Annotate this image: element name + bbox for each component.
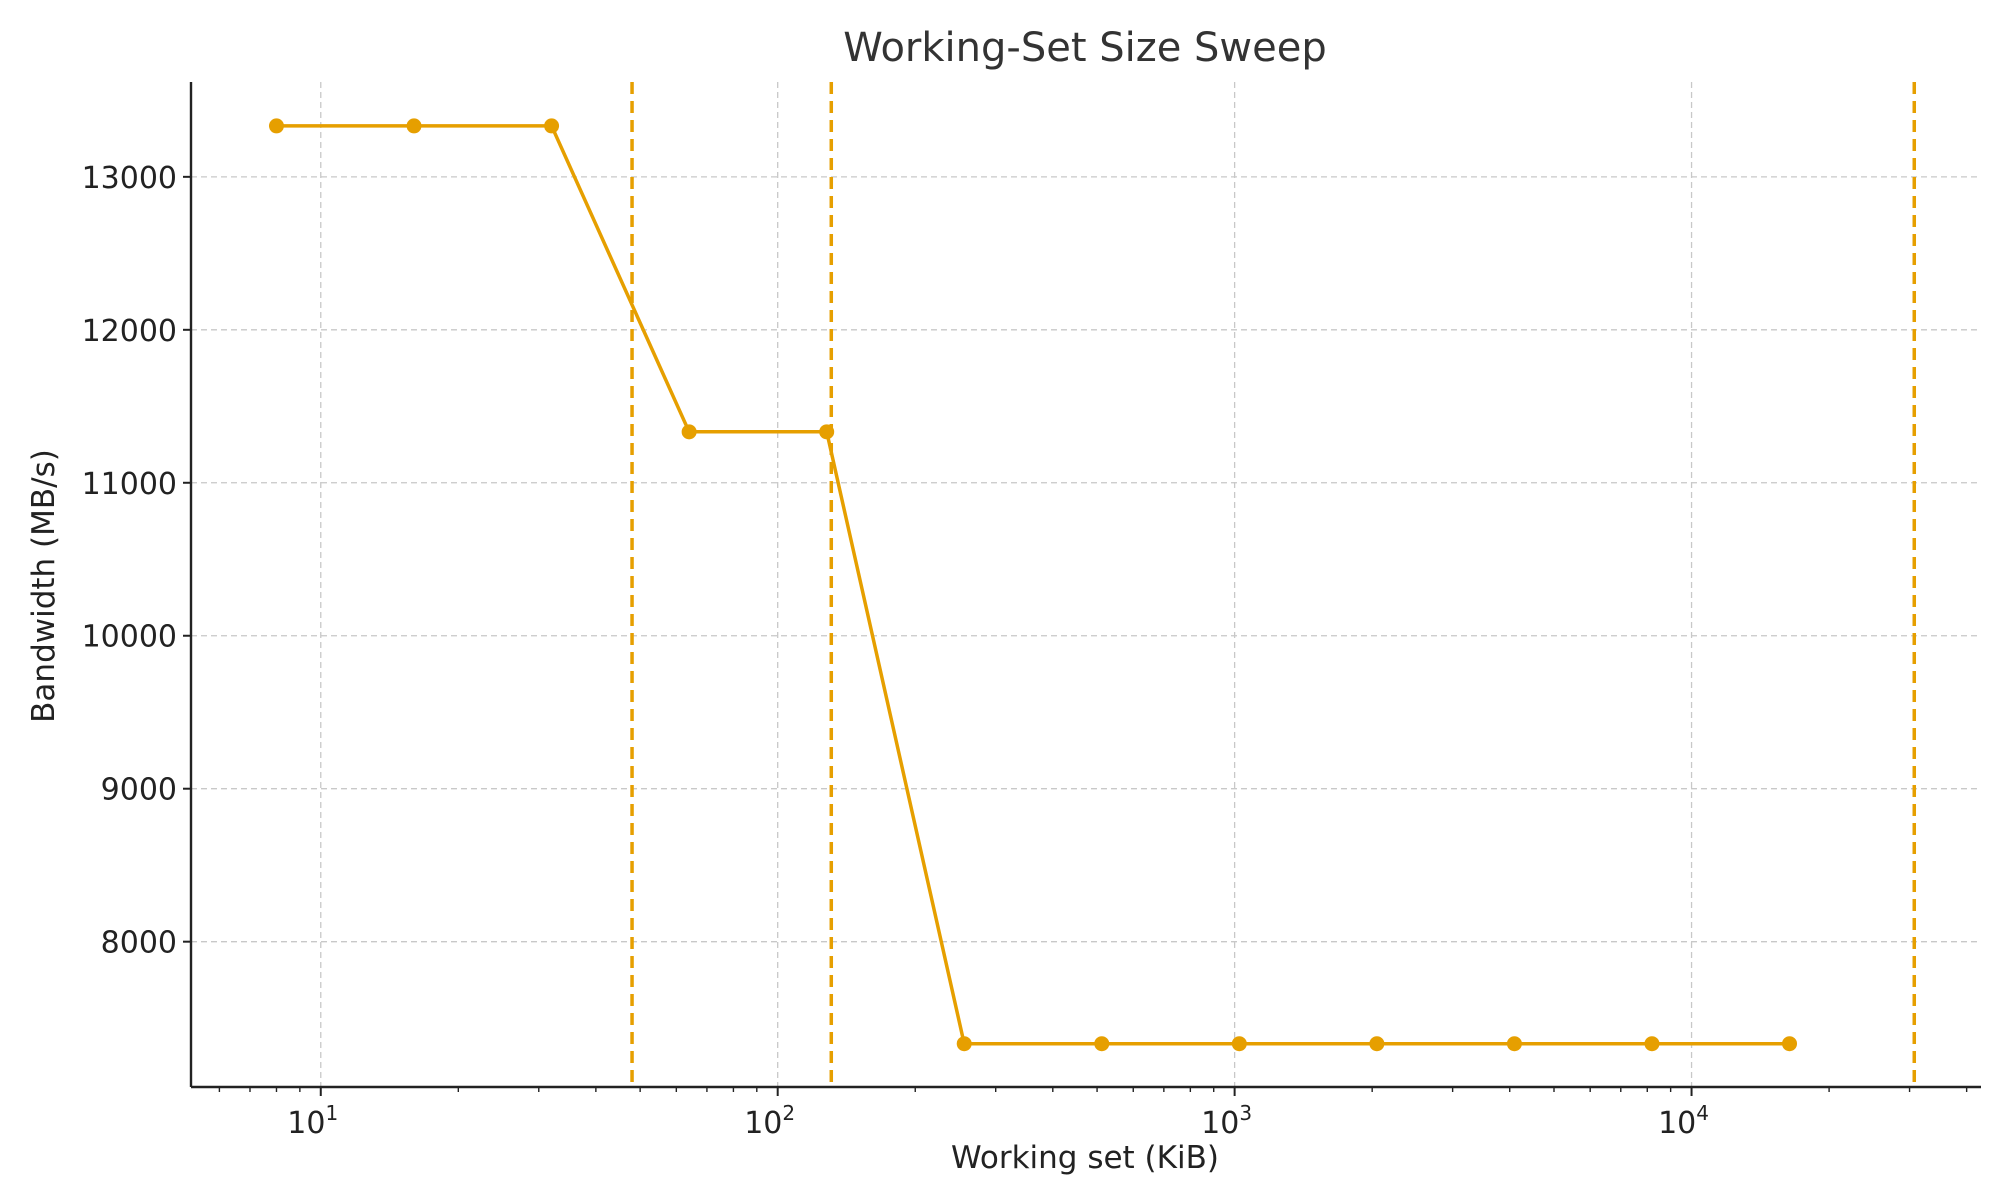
x-tick-label: 103 [1201,1101,1252,1141]
data-point [956,1036,972,1052]
y-axis-label: Bandwidth (MB/s) [26,449,62,723]
bandwidth-line [276,124,1790,1046]
y-tick-label: 9000 [101,773,177,808]
y-tick-label: 10000 [82,620,177,655]
vertical-marker-layer [630,82,1917,1087]
data-point [1231,1036,1247,1052]
data-point [819,424,835,440]
y-tick-label: 12000 [82,314,177,349]
data-point [1644,1036,1660,1052]
data-point [1782,1036,1798,1052]
y-tick-label: 8000 [101,926,177,961]
x-tick-label: 101 [287,1101,338,1141]
data-point [1369,1036,1385,1052]
grid-layer [191,82,1981,1087]
x-tick-label: 102 [744,1101,795,1141]
data-point [406,118,422,134]
y-tick-label: 13000 [82,161,177,196]
x-tick-label: 104 [1658,1101,1709,1141]
data-point [1094,1036,1110,1052]
series-layer [268,118,1798,1052]
y-tick-label: 11000 [82,467,177,502]
data-point [681,424,697,440]
chart-title: Working-Set Size Sweep [843,25,1327,71]
data-point [544,118,560,134]
x-axis-label: Working set (KiB) [951,1140,1219,1176]
data-point [1506,1036,1522,1052]
data-point [268,118,284,134]
tick-layer: 8000 9000 10000 11000 12000 13000 101 102 103 104 [82,161,1968,1141]
